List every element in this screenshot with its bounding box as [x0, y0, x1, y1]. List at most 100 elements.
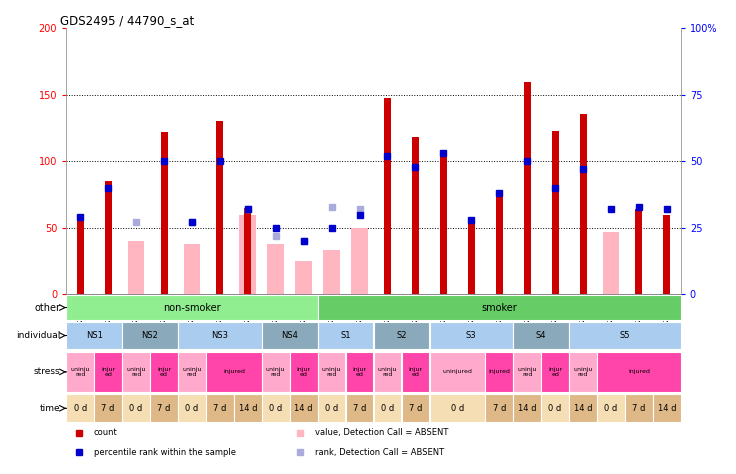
Bar	[290, 352, 317, 392]
Text: 0 d: 0 d	[604, 404, 618, 413]
Bar	[513, 394, 541, 422]
Text: injured: injured	[223, 369, 245, 374]
Text: uninju
red: uninju red	[266, 366, 286, 377]
Bar	[318, 295, 681, 320]
Text: S2: S2	[396, 331, 407, 340]
Text: other: other	[34, 302, 60, 312]
Bar	[496, 195, 503, 294]
Text: 7 d: 7 d	[353, 404, 367, 413]
Text: uninju
red: uninju red	[378, 366, 397, 377]
Bar	[77, 221, 84, 294]
Bar	[513, 352, 541, 392]
Text: uninjured: uninjured	[442, 369, 473, 374]
Bar	[267, 244, 284, 294]
Bar	[569, 352, 597, 392]
Bar	[351, 228, 368, 294]
Text: 0 d: 0 d	[130, 404, 143, 413]
Text: 14 d: 14 d	[294, 404, 313, 413]
Text: injured: injured	[628, 369, 650, 374]
Bar	[468, 219, 475, 294]
Bar	[569, 394, 597, 422]
Bar	[486, 352, 513, 392]
Bar	[295, 261, 312, 294]
Text: injur
ed: injur ed	[101, 366, 116, 377]
Text: 0 d: 0 d	[548, 404, 562, 413]
Text: GDS2495 / 44790_s_at: GDS2495 / 44790_s_at	[60, 14, 194, 27]
Text: S1: S1	[340, 331, 351, 340]
Text: 0 d: 0 d	[450, 404, 464, 413]
Bar	[486, 394, 513, 422]
Bar	[94, 352, 122, 392]
Bar	[122, 394, 150, 422]
Bar	[374, 352, 401, 392]
Bar	[430, 394, 485, 422]
Bar	[216, 121, 223, 294]
Bar	[66, 322, 122, 349]
Text: non-smoker: non-smoker	[163, 302, 221, 312]
Text: S4: S4	[536, 331, 546, 340]
Text: NS4: NS4	[281, 331, 298, 340]
Text: injur
ed: injur ed	[353, 366, 367, 377]
Text: uninju
red: uninju red	[573, 366, 592, 377]
Text: rank, Detection Call = ABSENT: rank, Detection Call = ABSENT	[315, 448, 445, 457]
Text: uninju
red: uninju red	[71, 366, 90, 377]
Bar	[579, 113, 587, 294]
Bar	[663, 215, 670, 294]
Text: 0 d: 0 d	[185, 404, 199, 413]
Bar	[150, 394, 178, 422]
Text: injured: injured	[488, 369, 510, 374]
Text: uninju
red: uninju red	[183, 366, 202, 377]
Text: 14 d: 14 d	[574, 404, 592, 413]
Bar	[597, 352, 681, 392]
Text: injur
ed: injur ed	[297, 366, 311, 377]
Text: S5: S5	[620, 331, 630, 340]
Bar	[384, 98, 391, 294]
Bar	[551, 131, 559, 294]
Bar	[402, 394, 429, 422]
Text: uninju
red: uninju red	[127, 366, 146, 377]
Bar	[430, 322, 513, 349]
Bar	[66, 295, 317, 320]
Bar	[541, 352, 569, 392]
Text: injur
ed: injur ed	[408, 366, 422, 377]
Text: 7 d: 7 d	[102, 404, 115, 413]
Text: 0 d: 0 d	[325, 404, 339, 413]
Bar	[94, 394, 122, 422]
Bar	[122, 352, 150, 392]
Text: percentile rank within the sample: percentile rank within the sample	[94, 448, 236, 457]
Text: uninju
red: uninju red	[517, 366, 537, 377]
Bar	[66, 394, 94, 422]
Text: S3: S3	[466, 331, 477, 340]
Bar	[178, 352, 206, 392]
Bar	[234, 394, 261, 422]
Text: 7 d: 7 d	[632, 404, 645, 413]
Text: 0 d: 0 d	[74, 404, 87, 413]
Text: 0 d: 0 d	[269, 404, 283, 413]
Bar	[597, 394, 625, 422]
Bar	[318, 394, 345, 422]
Bar	[635, 209, 643, 294]
Bar	[290, 394, 317, 422]
Bar	[122, 322, 178, 349]
Bar	[374, 394, 401, 422]
Text: 7 d: 7 d	[158, 404, 171, 413]
Bar	[150, 352, 178, 392]
Text: 14 d: 14 d	[238, 404, 257, 413]
Bar	[128, 241, 144, 294]
Bar	[374, 322, 429, 349]
Bar	[262, 322, 317, 349]
Text: 0 d: 0 d	[381, 404, 394, 413]
Text: 7 d: 7 d	[213, 404, 227, 413]
Bar	[318, 322, 373, 349]
Text: stress: stress	[33, 367, 60, 376]
Text: NS3: NS3	[211, 331, 228, 340]
Text: individual: individual	[15, 331, 60, 340]
Bar	[178, 394, 206, 422]
Bar	[513, 322, 569, 349]
Text: 14 d: 14 d	[518, 404, 537, 413]
Bar	[440, 154, 447, 294]
Bar	[262, 352, 289, 392]
Bar	[412, 137, 419, 294]
Bar	[206, 352, 261, 392]
Text: value, Detection Call = ABSENT: value, Detection Call = ABSENT	[315, 428, 448, 438]
